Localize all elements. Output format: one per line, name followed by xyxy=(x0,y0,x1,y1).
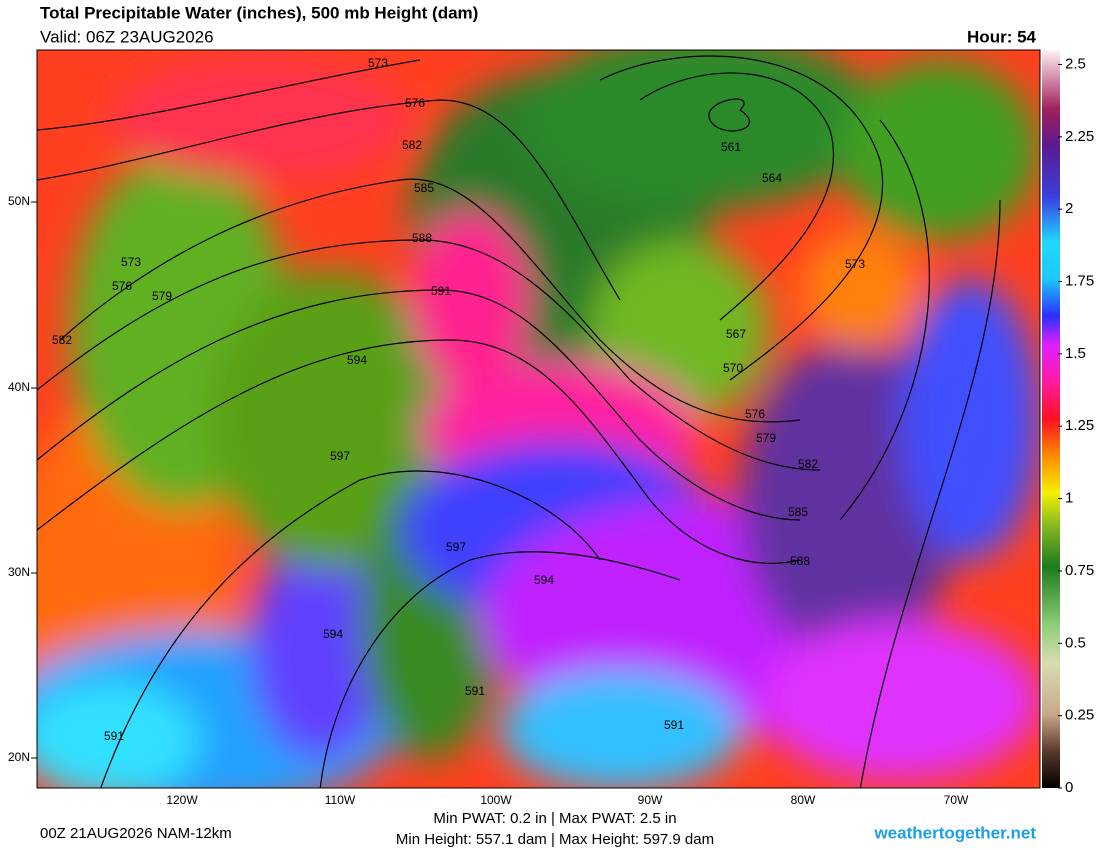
colorbar xyxy=(1042,50,1060,788)
lat-label: 50N xyxy=(8,194,30,208)
colorbar-tick-label: 0 xyxy=(1065,779,1073,796)
forecast-hour: Hour: 54 xyxy=(967,27,1037,46)
colorbar-tick-label: 2 xyxy=(1065,200,1073,217)
colorbar-tick-label: 2.5 xyxy=(1065,55,1086,72)
longitude-labels: 120W 110W 100W 90W 80W 70W xyxy=(166,793,969,807)
contour-label: 591 xyxy=(664,718,684,732)
map-frame xyxy=(36,49,1041,789)
contour-label: 567 xyxy=(726,327,746,341)
height-range: Min Height: 557.1 dam | Max Height: 597.… xyxy=(396,831,714,848)
contour-label-group: 573 576 582 585 588 591 594 597 597 594 … xyxy=(52,56,865,743)
contour-label: 588 xyxy=(412,231,432,245)
height-contours xyxy=(37,55,1001,788)
contour-label: 576 xyxy=(112,279,132,293)
colorbar-tick-label: 0.75 xyxy=(1065,562,1094,579)
contour-label: 561 xyxy=(721,140,741,154)
contour-label: 573 xyxy=(845,257,865,271)
contour-label: 570 xyxy=(723,361,743,375)
colorbar-tick-label: 1.5 xyxy=(1065,345,1086,362)
contour-label: 582 xyxy=(402,138,422,152)
contour-label: 591 xyxy=(465,684,485,698)
lon-label: 90W xyxy=(638,793,663,807)
colorbar-tick-label: 1 xyxy=(1065,490,1073,507)
contour-label: 579 xyxy=(756,431,776,445)
lat-label: 20N xyxy=(8,750,30,764)
lon-label: 120W xyxy=(166,793,198,807)
colorbar-tick-label: 2.25 xyxy=(1065,128,1094,145)
pwat-range: Min PWAT: 0.2 in | Max PWAT: 2.5 in xyxy=(433,810,676,827)
colorbar-tick-label: 0.25 xyxy=(1065,707,1094,724)
contour-label: 576 xyxy=(745,407,765,421)
contour-label: 585 xyxy=(414,181,434,195)
lat-label: 40N xyxy=(8,380,30,394)
contour-label: 591 xyxy=(431,284,451,298)
contour-label: 585 xyxy=(788,505,808,519)
valid-time: Valid: 06Z 23AUG2026 xyxy=(40,27,214,46)
contour-label: 573 xyxy=(368,56,388,70)
lat-label: 30N xyxy=(8,565,30,579)
model-run: 00Z 21AUG2026 NAM-12km xyxy=(40,825,232,842)
lon-label: 80W xyxy=(791,793,816,807)
contour-label: 597 xyxy=(446,540,466,554)
contour-label: 588 xyxy=(790,554,810,568)
contour-label: 591 xyxy=(104,729,124,743)
contour-label: 594 xyxy=(534,573,554,587)
contour-label: 594 xyxy=(347,353,367,367)
colorbar-tick-label: 1.25 xyxy=(1065,417,1094,434)
contour-label: 594 xyxy=(323,627,343,641)
site-link[interactable]: weathertogether.net xyxy=(873,823,1036,842)
colorbar-tick-label: 0.5 xyxy=(1065,634,1086,651)
lon-label: 70W xyxy=(944,793,969,807)
contour-label: 597 xyxy=(330,449,350,463)
latitude-labels: 50N 40N 30N 20N xyxy=(8,194,37,764)
title: Total Precipitable Water (inches), 500 m… xyxy=(40,3,478,22)
contour-label: 579 xyxy=(152,289,172,303)
colorbar-tick-label: 1.75 xyxy=(1065,272,1094,289)
colorbar-ticks: 0 0.25 0.5 0.75 1 1.25 1.5 1.75 2 2.25 2.5 xyxy=(1058,55,1094,796)
contour-label: 564 xyxy=(762,171,782,185)
contour-label: 582 xyxy=(52,333,72,347)
lon-label: 110W xyxy=(325,793,356,807)
contour-label: 582 xyxy=(798,457,818,471)
contour-label: 576 xyxy=(405,96,425,110)
map-field: 573 576 582 585 588 591 594 597 597 594 … xyxy=(37,50,1040,788)
lon-label: 100W xyxy=(480,793,512,807)
contour-label: 573 xyxy=(121,255,141,269)
